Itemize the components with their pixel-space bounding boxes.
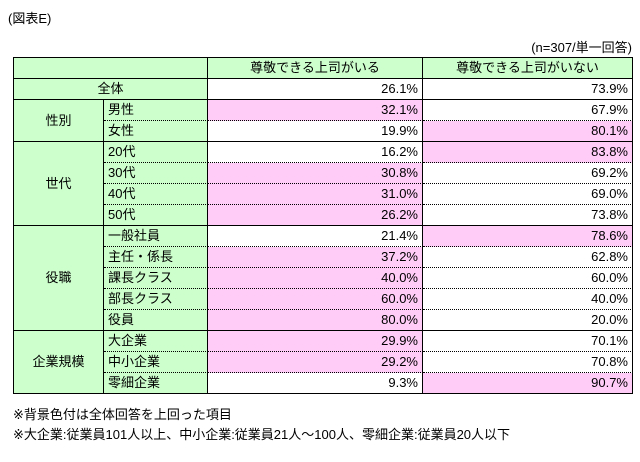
value-cell-have: 29.2%: [208, 352, 423, 373]
column-header-have-boss: 尊敬できる上司がいる: [208, 58, 423, 79]
subcategory-cell: 部長クラス: [104, 289, 208, 310]
value-cell-have: 31.0%: [208, 184, 423, 205]
figure-label: (図表E): [8, 11, 52, 26]
value-cell-have: 19.9%: [208, 121, 423, 142]
subcategory-cell: 主任・係長: [104, 247, 208, 268]
table-row-20s: 世代 20代 16.2% 83.8%: [14, 142, 633, 226]
table-row-micro-company: 零細企業 9.3% 90.7%: [14, 373, 633, 394]
value-cell-nothave: 73.8%: [423, 205, 633, 226]
subcategory-cell: 50代: [104, 205, 208, 226]
value-cell-nothave: 20.0%: [423, 310, 633, 331]
value-cell-have: 16.2%: [208, 142, 423, 163]
value-cell-have: 32.1%: [208, 100, 423, 121]
corner-cell: [14, 58, 208, 79]
table-row-50s: 50代 26.2% 73.8%: [14, 205, 633, 226]
group-cell-position: 役職: [14, 226, 104, 331]
value-cell-have: 9.3%: [208, 373, 423, 394]
subcategory-cell: 課長クラス: [104, 268, 208, 289]
value-cell-have: 26.2%: [208, 205, 423, 226]
value-cell-have: 26.1%: [208, 79, 423, 100]
subcategory-cell: 20代: [104, 142, 208, 163]
column-header-no-boss: 尊敬できる上司がいない: [423, 58, 633, 79]
table-row-staff: 役職 一般社員 21.4% 78.6%: [14, 226, 633, 331]
value-cell-nothave: 90.7%: [423, 373, 633, 394]
value-cell-nothave: 67.9%: [423, 100, 633, 121]
group-cell-gender: 性別: [14, 100, 104, 142]
subcategory-cell: 中小企業: [104, 352, 208, 373]
table-row-section-manager: 課長クラス 40.0% 60.0%: [14, 268, 633, 289]
value-cell-have: 29.9%: [208, 331, 423, 352]
table-row-overall: 全体 26.1% 73.9%: [14, 79, 633, 100]
value-cell-nothave: 62.8%: [423, 247, 633, 268]
group-cell-overall: 全体: [14, 79, 208, 100]
value-cell-nothave: 70.1%: [423, 331, 633, 352]
subcategory-cell: 30代: [104, 163, 208, 184]
value-cell-have: 30.8%: [208, 163, 423, 184]
group-cell-generation: 世代: [14, 142, 104, 226]
value-cell-have: 80.0%: [208, 310, 423, 331]
value-cell-have: 60.0%: [208, 289, 423, 310]
table-row-40s: 40代 31.0% 69.0%: [14, 184, 633, 205]
table-row-sme: 中小企業 29.2% 70.8%: [14, 352, 633, 373]
footnote-highlight-rule: ※背景色付は全体回答を上回った項目: [13, 407, 232, 422]
value-cell-nothave: 70.8%: [423, 352, 633, 373]
value-cell-have: 21.4%: [208, 226, 423, 247]
table-header-row: 尊敬できる上司がいる 尊敬できる上司がいない: [14, 58, 633, 79]
subcategory-cell: 役員: [104, 310, 208, 331]
table-row-executive: 役員 80.0% 20.0%: [14, 310, 633, 331]
table-row-male: 性別 男性 32.1% 67.9%: [14, 100, 633, 142]
value-cell-nothave: 80.1%: [423, 121, 633, 142]
subcategory-cell: 男性: [104, 100, 208, 121]
value-cell-nothave: 69.2%: [423, 163, 633, 184]
table-row-department-manager: 部長クラス 60.0% 40.0%: [14, 289, 633, 310]
survey-table: 尊敬できる上司がいる 尊敬できる上司がいない 全体 26.1% 73.9% 性別…: [13, 57, 633, 394]
value-cell-nothave: 60.0%: [423, 268, 633, 289]
value-cell-nothave: 78.6%: [423, 226, 633, 247]
table-row-female: 女性 19.9% 80.1%: [14, 121, 633, 142]
subcategory-cell: 一般社員: [104, 226, 208, 247]
table-row-large-company: 企業規模 大企業 29.9% 70.1%: [14, 331, 633, 394]
subcategory-cell: 40代: [104, 184, 208, 205]
subcategory-cell: 女性: [104, 121, 208, 142]
group-cell-company-size: 企業規模: [14, 331, 104, 394]
value-cell-have: 37.2%: [208, 247, 423, 268]
footnote-company-definitions: ※大企業:従業員101人以上、中小企業:従業員21人～100人、零細企業:従業員…: [13, 427, 511, 442]
sample-size-note: (n=307/単一回答): [531, 40, 632, 55]
value-cell-have: 40.0%: [208, 268, 423, 289]
subcategory-cell: 大企業: [104, 331, 208, 352]
value-cell-nothave: 40.0%: [423, 289, 633, 310]
subcategory-cell: 零細企業: [104, 373, 208, 394]
value-cell-nothave: 73.9%: [423, 79, 633, 100]
table-row-30s: 30代 30.8% 69.2%: [14, 163, 633, 184]
value-cell-nothave: 69.0%: [423, 184, 633, 205]
value-cell-nothave: 83.8%: [423, 142, 633, 163]
table-row-chief: 主任・係長 37.2% 62.8%: [14, 247, 633, 268]
